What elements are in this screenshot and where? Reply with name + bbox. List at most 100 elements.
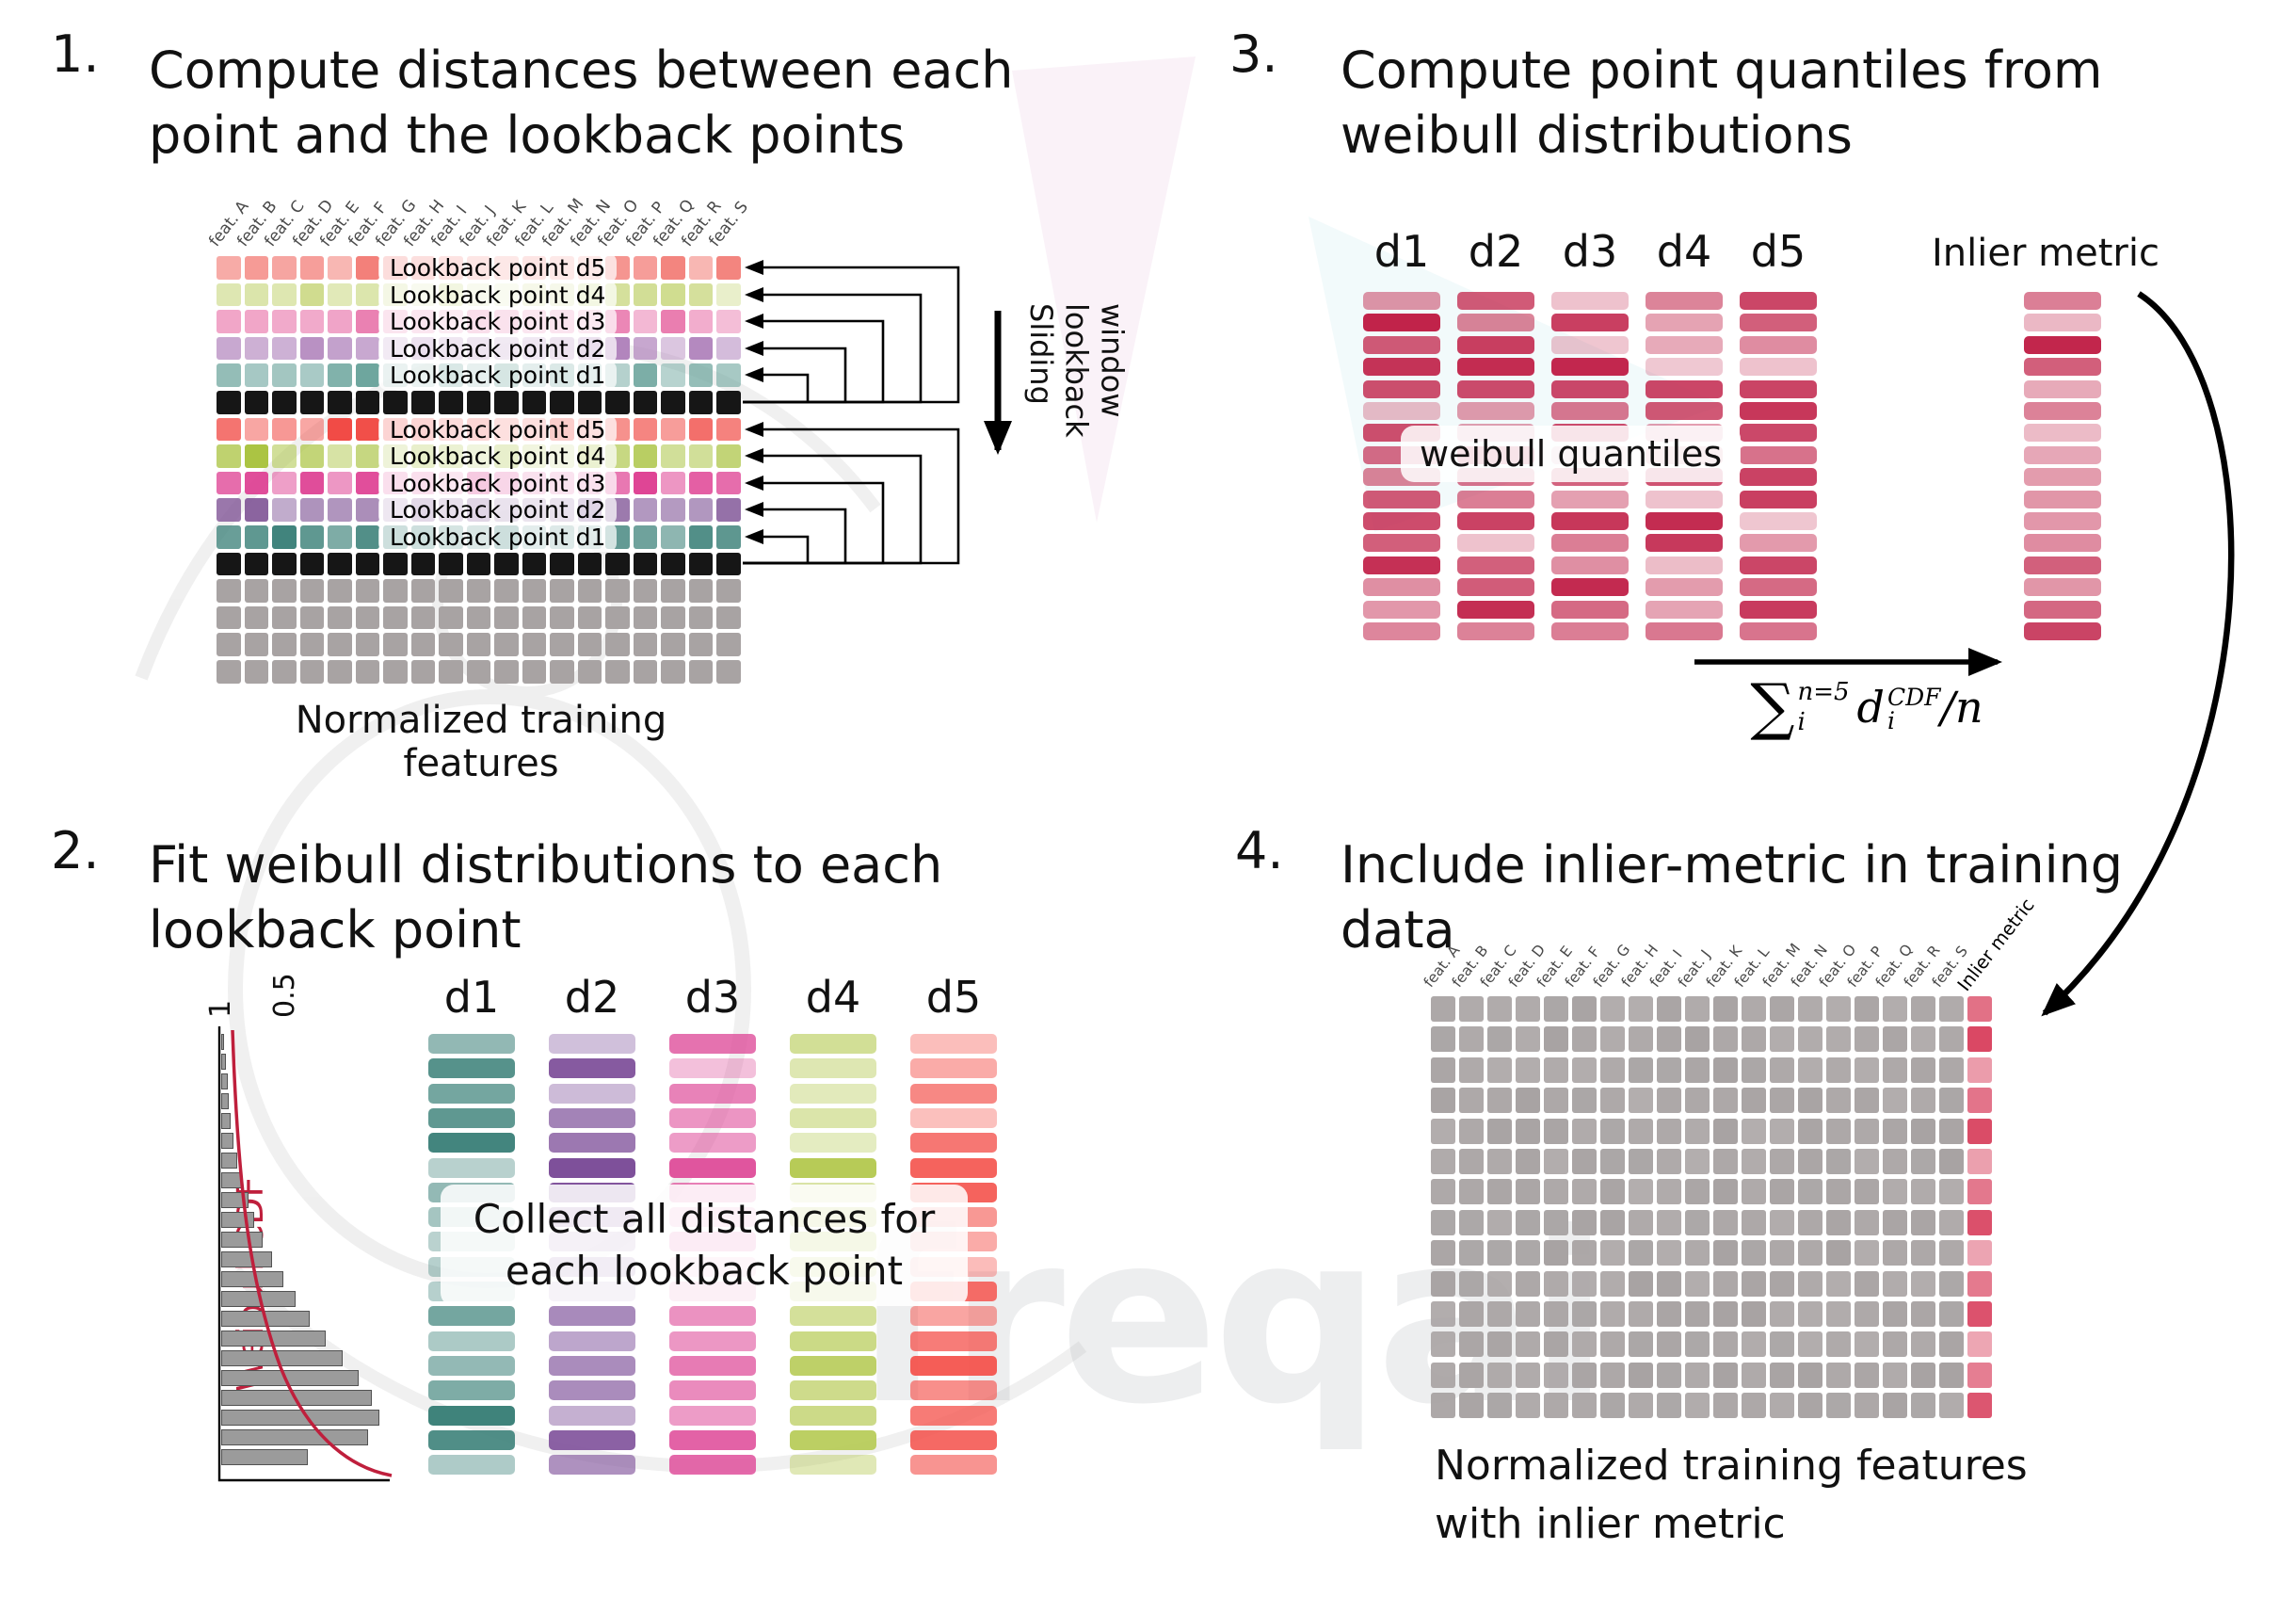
feature-cell <box>1431 1240 1455 1266</box>
inlier-metric-bar <box>2024 600 2101 619</box>
feature-cell <box>1742 1026 1766 1053</box>
distance-bar <box>790 1331 876 1351</box>
feature-cell <box>1459 1088 1484 1114</box>
feature-cell <box>1854 1240 1879 1266</box>
feature-cell <box>688 471 713 495</box>
feature-cell <box>1544 1209 1568 1235</box>
feature-cell <box>355 633 379 656</box>
feature-cell <box>217 363 241 387</box>
distance-bar <box>790 1306 876 1327</box>
quantile-bar <box>1646 578 1723 597</box>
feature-cell <box>1911 1026 1935 1053</box>
feature-cell <box>1713 1057 1738 1083</box>
feature-cell <box>1911 1301 1935 1327</box>
feature-cell <box>1742 996 1766 1022</box>
distance-bar <box>669 1405 756 1426</box>
feature-cell <box>661 605 685 630</box>
quantile-bar <box>1740 314 1817 332</box>
feature-cell <box>1713 1331 1738 1358</box>
lookback-row-label: Lookback point d4 <box>378 280 618 310</box>
distance-bar <box>669 1429 756 1450</box>
feature-cell <box>1459 1209 1484 1235</box>
feature-cell <box>522 605 546 630</box>
feature-cell <box>355 660 379 684</box>
feature-cell <box>688 525 713 549</box>
feature-cell <box>494 579 519 603</box>
quantile-bar <box>1646 600 1723 619</box>
feature-cell <box>1572 1301 1597 1327</box>
feature-cell <box>272 336 297 361</box>
feature-cell <box>328 498 352 522</box>
panel1-caption: Normalized training features <box>295 699 667 785</box>
training-features-grid: Lookback point d5 Lookback point d4 Lookba… <box>217 253 746 691</box>
step-3-title-line2: weibull distributions <box>1341 105 1853 166</box>
feature-cell <box>1629 1026 1653 1053</box>
feature-cell <box>1854 1331 1879 1358</box>
quantile-bar <box>1457 379 1534 398</box>
distance-bar <box>790 1405 876 1426</box>
feature-cell <box>1572 1057 1597 1083</box>
grid-row: Lookback point d4 <box>217 442 746 472</box>
feature-cell <box>1911 1118 1935 1144</box>
feature-cell <box>244 525 268 549</box>
feature-cell <box>661 444 685 468</box>
quantile-bar <box>1551 534 1629 553</box>
inlier-metric-bar <box>2024 512 2101 530</box>
feature-cell <box>688 417 713 442</box>
feature-cell <box>1685 1393 1710 1419</box>
feature-cell <box>1770 1149 1794 1174</box>
histogram-bar <box>221 1271 283 1287</box>
feature-cell <box>1685 1179 1710 1205</box>
distance-bar <box>428 1157 515 1178</box>
grid-row: Lookback point d3 <box>217 307 746 337</box>
distance-bar <box>669 1058 756 1079</box>
distance-bar <box>910 1331 997 1351</box>
feature-cell <box>1883 996 1907 1022</box>
inlier-cell <box>1967 996 1992 1022</box>
feature-cell <box>633 256 657 280</box>
feature-cell <box>1459 1393 1484 1419</box>
feature-cell <box>1826 1301 1851 1327</box>
feature-cell <box>1770 1179 1794 1205</box>
feature-cell <box>1742 1393 1766 1419</box>
feature-cell <box>1572 1240 1597 1266</box>
feature-cell <box>1516 1026 1540 1053</box>
feature-cell <box>1939 996 1964 1022</box>
feature-cell <box>466 633 490 656</box>
collect-note-line2: each lookback point <box>505 1247 904 1294</box>
feature-cell <box>410 633 435 656</box>
feature-cell <box>1854 1393 1879 1419</box>
feature-cell <box>299 579 324 603</box>
feature-cell <box>633 633 657 656</box>
feature-cell <box>661 525 685 549</box>
feature-cell <box>1939 1362 1964 1388</box>
quantile-bar <box>1457 358 1534 377</box>
feature-cell <box>272 633 297 656</box>
distance-bar <box>790 1058 876 1079</box>
feature-cell <box>1770 996 1794 1022</box>
feature-cell <box>494 605 519 630</box>
feature-cell <box>217 579 241 603</box>
feature-cell <box>217 336 241 361</box>
feature-cell <box>1629 1118 1653 1144</box>
step-1-title: Compute distances between each point and… <box>149 38 1013 168</box>
feature-cell <box>688 363 713 387</box>
quantile-bar <box>1551 512 1629 530</box>
feature-cell <box>1798 1057 1822 1083</box>
feature-cell <box>1939 1209 1964 1235</box>
feature-cell <box>550 391 574 414</box>
feature-cell <box>716 471 741 495</box>
distance-bar <box>549 1455 635 1476</box>
feature-cell <box>272 391 297 414</box>
feature-cell <box>355 363 379 387</box>
feature-cell <box>1487 1118 1512 1144</box>
feature-cell <box>1487 1240 1512 1266</box>
feature-cell <box>661 417 685 442</box>
quantile-bar <box>1363 358 1440 377</box>
inlier-metric-bar <box>2024 402 2101 420</box>
inlier-metric-bar <box>2024 292 2101 310</box>
quantile-bar <box>1740 358 1817 377</box>
feature-cell <box>577 391 602 414</box>
feature-cell <box>328 552 352 576</box>
formula-var-sub: i <box>1887 707 1895 734</box>
